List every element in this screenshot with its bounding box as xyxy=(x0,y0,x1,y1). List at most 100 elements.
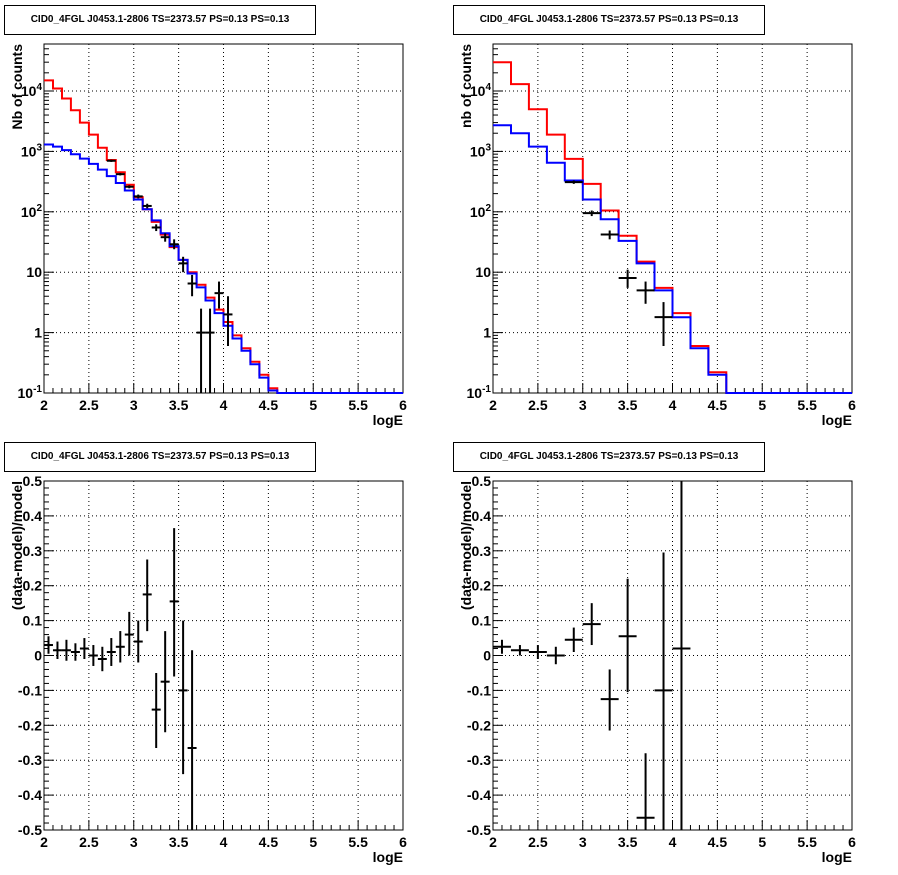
y-tick-label: -0.2 xyxy=(18,717,42,733)
data-point xyxy=(187,274,197,297)
x-tick-label: 2.5 xyxy=(79,397,99,413)
y-axis-title: (data-model)/model xyxy=(9,481,25,610)
data-point xyxy=(133,194,143,199)
x-tick-label: 3.5 xyxy=(618,834,638,850)
data-point xyxy=(106,638,116,666)
counts-panel-2: 2 2.5 3 3.5 4 4.5 5 5.5 6 10-1 1 10 102 103 104 logE nb … xyxy=(449,0,898,437)
x-tick-label: 5.5 xyxy=(797,834,817,850)
data-point xyxy=(142,203,152,209)
y-tick-label: 0.5 xyxy=(23,473,43,489)
data-point xyxy=(600,230,619,240)
y-tick-label: 0.3 xyxy=(23,543,43,559)
series-line-1 xyxy=(493,61,852,394)
y-tick-label: 0.4 xyxy=(472,508,492,524)
y-tick-label: -0.3 xyxy=(18,752,42,768)
data-point xyxy=(654,552,673,830)
y-tick-label: -0.4 xyxy=(18,787,42,803)
x-tick-label: 3 xyxy=(130,397,138,413)
x-axis-title: logE xyxy=(822,849,852,865)
x-tick-label: 5.5 xyxy=(348,397,368,413)
y-axis-title: nb of counts xyxy=(458,44,474,128)
x-tick-label: 3 xyxy=(579,834,587,850)
x-tick-label: 4 xyxy=(669,397,677,413)
x-tick-label: 2 xyxy=(40,834,48,850)
y-tick-label: 0.4 xyxy=(23,508,43,524)
x-tick-label: 3.5 xyxy=(169,834,189,850)
residual-panel-1: 2 2.5 3 3.5 4 4.5 5 5.5 6 -0.5 -0.4 -0.3 -0.2 -0.1 0 0.… xyxy=(0,437,449,874)
x-tick-label: 4.5 xyxy=(708,397,728,413)
x-tick-label: 3 xyxy=(130,834,138,850)
x-tick-label: 5 xyxy=(758,834,766,850)
data-point xyxy=(88,645,98,666)
x-tick-label: 3.5 xyxy=(169,397,189,413)
data-point xyxy=(44,636,53,654)
x-tick-label: 6 xyxy=(848,834,856,850)
x-tick-label: 5 xyxy=(309,397,317,413)
data-point xyxy=(618,578,637,693)
y-tick-label: 0.2 xyxy=(23,578,43,594)
counts-plot-1: 2 2.5 3 3.5 4 4.5 5 5.5 6 10-1 1 10 102 103 104 logE Nb … xyxy=(9,43,407,428)
data-point xyxy=(564,627,583,653)
y-tick-label: 102 xyxy=(470,203,492,220)
y-tick-label: 103 xyxy=(21,142,43,159)
y-axis-title: (data-model)/model xyxy=(458,481,474,610)
data-point xyxy=(564,180,583,184)
data-point xyxy=(169,239,179,250)
x-axis-title: logE xyxy=(373,412,403,428)
y-tick-label: 10 xyxy=(475,264,491,280)
y-tick-label: 0.1 xyxy=(472,613,492,629)
data-point xyxy=(618,269,637,288)
y-tick-label: -0.1 xyxy=(18,682,42,698)
x-tick-label: 3 xyxy=(579,397,587,413)
data-point xyxy=(151,224,161,232)
data-point xyxy=(79,638,89,659)
x-tick-label: 5.5 xyxy=(348,834,368,850)
y-tick-label: 0.3 xyxy=(472,543,492,559)
panel-title-1: CID0_4FGL J0453.1-2806 TS=2373.57 PS=0.1… xyxy=(4,5,316,35)
data-point xyxy=(600,669,619,731)
residual-plot-1: 2 2.5 3 3.5 4 4.5 5 5.5 6 -0.5 -0.4 -0.3 -0.2 -0.1 0 0.… xyxy=(9,473,407,865)
data-point xyxy=(510,645,529,656)
x-tick-label: 4.5 xyxy=(259,397,279,413)
data-point xyxy=(169,528,179,677)
y-tick-label: 0.1 xyxy=(23,613,43,629)
x-tick-label: 2 xyxy=(489,397,497,413)
x-axis-title: logE xyxy=(822,412,852,428)
data-point xyxy=(636,753,655,830)
data-point xyxy=(654,302,673,346)
data-point xyxy=(187,650,197,830)
data-point xyxy=(223,296,233,346)
x-tick-label: 4.5 xyxy=(708,834,728,850)
data-point xyxy=(160,233,170,242)
data-point xyxy=(124,185,134,189)
data-point xyxy=(133,620,143,663)
y-tick-label: 0.5 xyxy=(472,473,492,489)
x-tick-label: 6 xyxy=(399,397,407,413)
y-tick-label: -0.1 xyxy=(467,682,491,698)
data-point xyxy=(61,639,71,661)
data-point xyxy=(205,308,215,393)
y-tick-label: 1 xyxy=(34,325,42,341)
data-point xyxy=(115,631,125,663)
data-point xyxy=(52,641,62,659)
counts-plot-2: 2 2.5 3 3.5 4 4.5 5 5.5 6 10-1 1 10 102 103 104 logE nb … xyxy=(458,43,856,428)
y-tick-label: 1 xyxy=(483,325,491,341)
data-point xyxy=(70,643,80,661)
y-tick-label: 104 xyxy=(21,82,43,99)
x-axis-title: logE xyxy=(373,849,403,865)
residual-plot-2: 2 2.5 3 3.5 4 4.5 5 5.5 6 -0.5 -0.4 -0.3 -0.2 -0.1 0 0.… xyxy=(458,473,856,865)
x-tick-label: 6 xyxy=(399,834,407,850)
data-point xyxy=(178,620,188,775)
y-tick-label: 102 xyxy=(21,203,43,220)
y-tick-label: 10-1 xyxy=(18,384,43,401)
data-point xyxy=(160,631,170,733)
data-point xyxy=(151,672,161,748)
data-point xyxy=(97,646,107,672)
y-tick-label: 0.2 xyxy=(472,578,492,594)
data-point xyxy=(178,256,188,273)
counts-panel-1: 2 2.5 3 3.5 4 4.5 5 5.5 6 10-1 1 10 102 103 104 logE Nb … xyxy=(0,0,449,437)
x-tick-label: 4 xyxy=(220,397,228,413)
x-tick-label: 2.5 xyxy=(528,834,548,850)
panel-title-2: CID0_4FGL J0453.1-2806 TS=2373.57 PS=0.1… xyxy=(453,5,765,35)
data-point xyxy=(636,281,655,304)
